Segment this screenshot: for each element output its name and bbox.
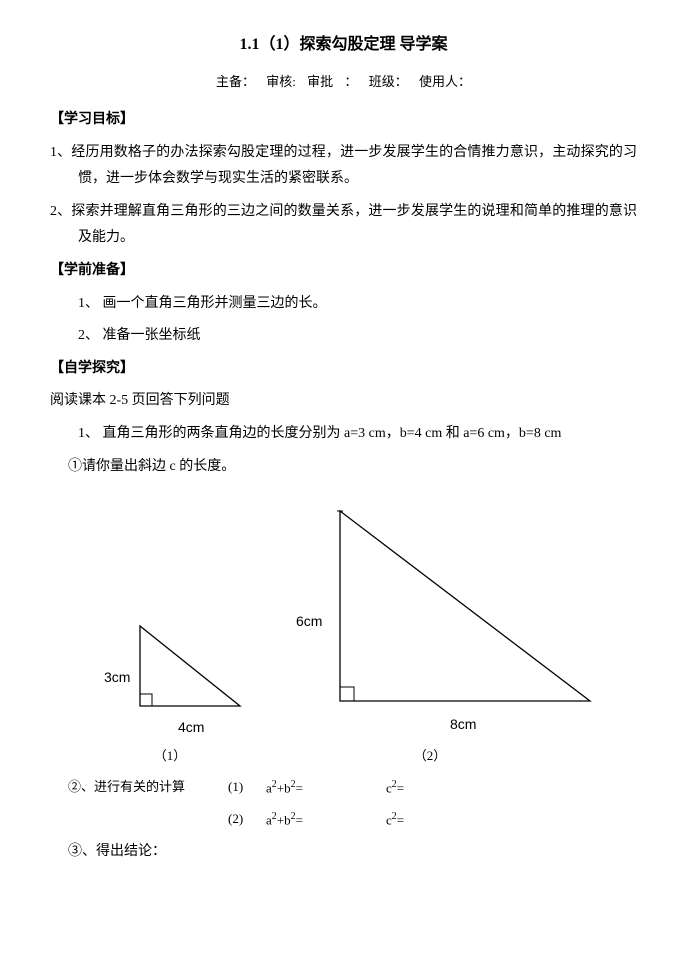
byline-prep: 主备： [216,74,255,89]
prep-text-1: 画一个直角三角形并测量三边的长。 [103,296,327,311]
calc-lhs-1: a2+b2= [266,775,386,801]
calculation-block: ②、进行有关的计算 (1) a2+b2= c2= (2) a2+b2= c2= … [50,775,637,866]
byline-approve: 审批 ： [307,74,357,89]
label-3cm: 3cm [104,664,130,691]
page-title: 1.1（1）探索勾股定理 导学案 [50,30,637,60]
prep-item-1: 1、 画一个直角三角形并测量三边的长。 [50,291,637,318]
triangle-svg-large [290,496,610,736]
calc-rhs-2: c2= [386,807,446,833]
list-marker: 2、 [50,204,71,219]
calc-row-1: ②、进行有关的计算 (1) a2+b2= c2= [50,775,637,801]
objectives-heading: 【学习目标】 [50,107,637,134]
question-1: 1、 直角三角形的两条直角边的长度分别为 a=3 cm，b=4 cm 和 a=6… [50,421,637,448]
triangle-shape [140,626,240,706]
figure-large-triangle: 6cm 8cm [290,496,610,736]
figure-small-triangle: 3cm 4cm [80,606,260,736]
right-angle-marker-icon [340,687,354,701]
prep-text-2: 准备一张坐标纸 [103,328,201,343]
calc-row-2: (2) a2+b2= c2= [50,807,637,833]
label-8cm: 8cm [450,711,476,738]
label-6cm: 6cm [296,608,322,635]
objective-text-1: 经历用数格子的办法探索勾股定理的过程，进一步发展学生的合情推力意识，主动探究的习… [71,145,637,187]
question-1-sub1: ①请你量出斜边 c 的长度。 [50,454,637,481]
figure-captions: （1） （2） [50,744,637,769]
objective-item-2: 2、探索并理解直角三角形的三边之间的数量关系，进一步发展学生的说理和简单的推理的… [50,199,637,252]
calc-idx-1: (1) [228,775,266,801]
reading-instruction: 阅读课本 2-5 页回答下列问题 [50,388,637,415]
objective-item-1: 1、经历用数格子的办法探索勾股定理的过程，进一步发展学生的合情推力意识，主动探究… [50,140,637,193]
byline-class: 班级： [369,74,408,89]
caption-2: （2） [290,744,570,769]
right-angle-marker-icon [140,694,152,706]
calc-idx-2: (2) [228,807,266,833]
list-marker: 1、 [50,145,71,160]
question-1-text: 直角三角形的两条直角边的长度分别为 a=3 cm，b=4 cm 和 a=6 cm… [103,426,562,441]
byline-review: 审核: [266,74,296,89]
triangle-shape [340,511,590,701]
prep-heading: 【学前准备】 [50,258,637,285]
caption-1: （1） [50,744,290,769]
prep-item-2: 2、 准备一张坐标纸 [50,323,637,350]
byline-user: 使用人： [419,74,471,89]
list-marker: 1、 [78,426,103,441]
byline: 主备： 审核: 审批 ： 班级： 使用人： [50,70,637,95]
calc-lhs-2: a2+b2= [266,807,386,833]
calc-rhs-1: c2= [386,775,446,801]
selfstudy-heading: 【自学探究】 [50,356,637,383]
list-marker: 2、 [78,328,103,343]
list-marker: 1、 [78,296,103,311]
label-4cm: 4cm [178,714,204,741]
objective-text-2: 探索并理解直角三角形的三边之间的数量关系，进一步发展学生的说理和简单的推理的意识… [71,204,637,246]
calc-q2-label: ②、进行有关的计算 [50,775,228,801]
figures-row: 3cm 4cm 6cm 8cm [80,496,637,736]
calc-q3-label: ③、得出结论： [50,839,637,866]
